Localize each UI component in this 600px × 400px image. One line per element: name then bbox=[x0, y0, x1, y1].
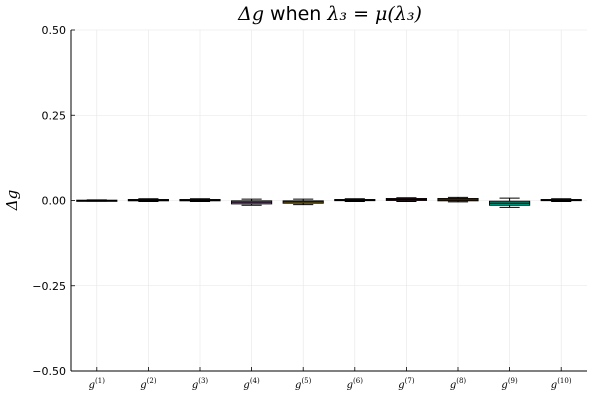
x-tick-label-superscript: (10) bbox=[557, 377, 572, 385]
x-tick-label: g(7) bbox=[398, 377, 415, 391]
x-tick-label: g(10) bbox=[551, 377, 572, 391]
x-tick-label-base: g bbox=[192, 380, 198, 391]
box-4 bbox=[231, 198, 273, 206]
x-tick-label-superscript: (9) bbox=[508, 377, 518, 385]
x-tick-label: g(4) bbox=[243, 377, 260, 391]
x-tick-label-base: g bbox=[347, 380, 353, 391]
x-tick-label-superscript: (4) bbox=[250, 377, 260, 385]
title-math-delta-g: Δg bbox=[237, 3, 264, 25]
x-tick-label: g(2) bbox=[140, 377, 157, 391]
title-text-when: when bbox=[264, 3, 327, 25]
y-tick-label: 0.50 bbox=[42, 24, 67, 37]
x-tick-label: g(5) bbox=[295, 377, 312, 391]
x-tick-label: g(8) bbox=[450, 377, 467, 391]
x-axis-ticks: g(1) g(2) g(3) g(4) g(5) g(6) g(7) g(8) g(9) g(10… bbox=[89, 367, 572, 391]
box-5 bbox=[282, 198, 324, 206]
x-tick-label-base: g bbox=[398, 380, 404, 391]
y-tick-label: 0.25 bbox=[42, 109, 67, 122]
x-tick-label-base: g bbox=[501, 380, 507, 391]
y-tick-label: 0.00 bbox=[42, 195, 67, 208]
box-7 bbox=[385, 197, 427, 203]
y-tick-label: −0.25 bbox=[32, 280, 66, 293]
box-9 bbox=[489, 197, 531, 208]
x-tick-label-superscript: (6) bbox=[353, 377, 363, 385]
box-6 bbox=[334, 198, 376, 203]
x-tick-label-base: g bbox=[140, 380, 146, 391]
x-tick-label: g(9) bbox=[501, 377, 518, 391]
box-2 bbox=[127, 198, 169, 203]
y-axis-ticks: −0.50 −0.25 0.00 0.25 0.50 bbox=[32, 24, 75, 378]
x-tick-label: g(6) bbox=[347, 377, 364, 391]
x-tick-label-superscript: (2) bbox=[147, 377, 157, 385]
box-10 bbox=[540, 198, 582, 203]
x-tick-label-base: g bbox=[243, 380, 249, 391]
x-tick-label-superscript: (8) bbox=[456, 377, 466, 385]
x-tick-label-superscript: (1) bbox=[95, 377, 105, 385]
title-math-lambda: λ₃ = μ(λ₃) bbox=[326, 3, 422, 25]
x-tick-label: g(1) bbox=[89, 377, 106, 391]
box-1 bbox=[76, 199, 118, 202]
boxes-layer bbox=[76, 196, 582, 208]
x-tick-label-superscript: (7) bbox=[405, 377, 415, 385]
x-tick-label: g(3) bbox=[192, 377, 209, 391]
x-tick-label-base: g bbox=[551, 380, 557, 391]
x-tick-label-superscript: (3) bbox=[198, 377, 208, 385]
chart-title: Δg when λ₃ = μ(λ₃) bbox=[237, 3, 422, 25]
y-axis-label: Δg bbox=[3, 190, 21, 211]
box-8 bbox=[437, 196, 479, 203]
x-tick-label-base: g bbox=[450, 380, 456, 391]
box-3 bbox=[179, 198, 221, 203]
x-tick-label-superscript: (5) bbox=[301, 377, 311, 385]
y-tick-label: −0.50 bbox=[32, 365, 66, 378]
x-tick-label-base: g bbox=[89, 380, 95, 391]
x-tick-label-base: g bbox=[295, 380, 301, 391]
